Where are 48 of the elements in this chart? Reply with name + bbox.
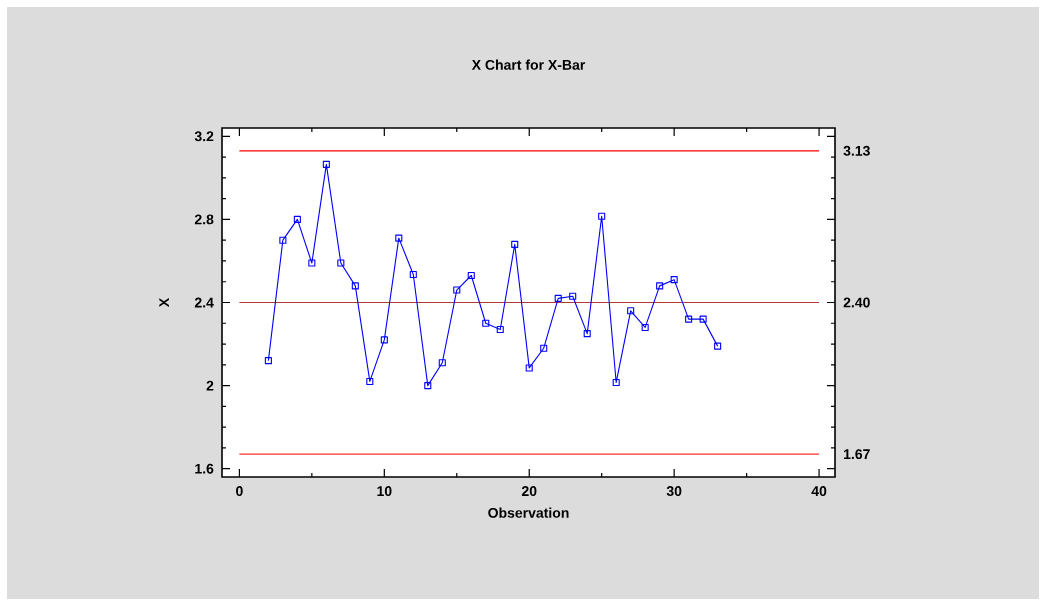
- point: [714, 342, 722, 350]
- point: [598, 212, 606, 220]
- point: [322, 160, 330, 168]
- point: [337, 259, 345, 267]
- point: [554, 294, 562, 302]
- point: [467, 271, 475, 280]
- point: [540, 344, 548, 352]
- point: [380, 336, 388, 344]
- ref-line-label: 3.13: [843, 145, 870, 156]
- point: [525, 364, 533, 372]
- point: [583, 330, 591, 338]
- ref-line-label: 2.40: [843, 297, 870, 308]
- point: [308, 259, 316, 267]
- point: [438, 359, 446, 367]
- x-tick-label: 0: [236, 486, 243, 497]
- point: [627, 307, 635, 315]
- point: [395, 234, 403, 242]
- point: [351, 282, 359, 290]
- point: [453, 286, 461, 294]
- point: [670, 276, 678, 284]
- x-tick-label: 20: [521, 486, 537, 497]
- point: [511, 240, 519, 248]
- chart-title: X Chart for X-Bar: [471, 59, 586, 70]
- point: [409, 270, 417, 278]
- point: [264, 357, 272, 365]
- point: [293, 215, 301, 223]
- y-tick-label: 2: [206, 380, 214, 391]
- x-tick-label: 40: [811, 486, 827, 497]
- y-axis-title: X: [159, 297, 169, 308]
- point: [366, 377, 374, 385]
- point: [685, 315, 693, 323]
- point: [496, 325, 504, 334]
- point: [656, 282, 664, 290]
- point: [424, 382, 432, 390]
- point: [482, 319, 490, 327]
- point: [699, 315, 707, 323]
- ref-line-label: 1.67: [844, 449, 870, 460]
- y-tick-label: 1.6: [195, 463, 214, 474]
- x-tick-label: 10: [377, 486, 392, 497]
- point: [279, 236, 287, 244]
- point: [641, 323, 649, 331]
- y-tick-label: 2.4: [194, 297, 214, 308]
- point: [612, 378, 620, 387]
- x-axis-title: Observation: [488, 507, 569, 518]
- y-tick-label: 2.8: [194, 214, 214, 225]
- x-tick-label: 30: [666, 486, 682, 497]
- y-tick-label: 3.2: [194, 131, 214, 142]
- point: [569, 292, 577, 300]
